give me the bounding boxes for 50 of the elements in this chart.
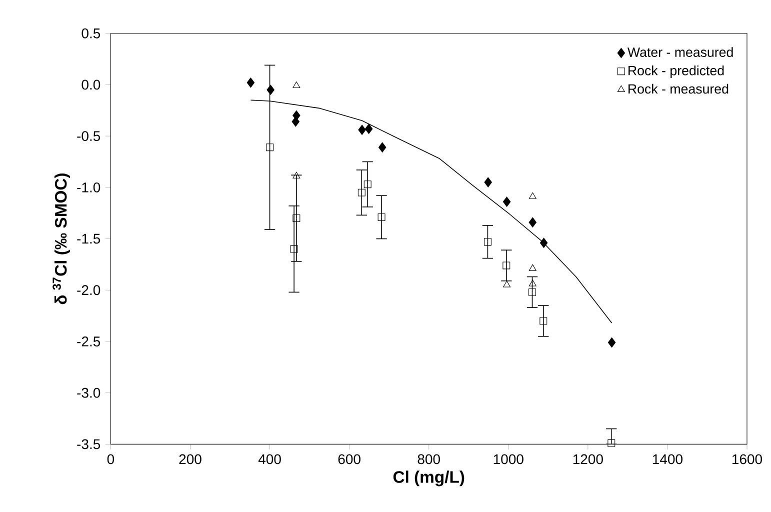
- x-tick-label: 200: [179, 454, 202, 464]
- x-tick-label: 1400: [652, 454, 682, 464]
- point: [528, 264, 536, 271]
- point: [502, 196, 511, 207]
- point: [364, 124, 373, 134]
- x-tick-label: 400: [258, 454, 281, 464]
- point: [528, 280, 536, 286]
- x-tick-label: 1000: [494, 454, 524, 464]
- point: [358, 124, 366, 135]
- y-tick-label: -2.5: [77, 336, 100, 346]
- point: [290, 245, 298, 253]
- point: [608, 337, 616, 348]
- point: [528, 288, 536, 296]
- x-axis-title: Cl (mg/L): [393, 470, 464, 486]
- point: [528, 192, 536, 199]
- y-tick-label: -1.0: [77, 182, 100, 192]
- point: [484, 238, 492, 246]
- point: [292, 81, 300, 88]
- x-tick-label: 1600: [732, 454, 762, 464]
- legend-label: Water - measured: [628, 47, 733, 57]
- point: [292, 172, 300, 178]
- x-tick-label: 600: [338, 454, 360, 464]
- y-tick-label: 0.5: [82, 28, 100, 38]
- x-tick-label: 1200: [573, 454, 603, 464]
- y-tick-label: -2.0: [77, 285, 100, 295]
- point: [292, 214, 300, 222]
- point: [608, 439, 616, 447]
- y-tick-label: -1.5: [77, 234, 100, 244]
- y-tick-label: 0.0: [82, 80, 100, 90]
- point: [358, 188, 366, 196]
- x-tick-label: 0: [107, 454, 114, 464]
- point: [484, 177, 492, 188]
- point: [540, 238, 548, 248]
- x-tick-label: 800: [418, 454, 440, 464]
- point: [528, 217, 537, 228]
- y-tick-label: -0.5: [77, 131, 100, 141]
- y-tick-label: -3.0: [77, 388, 100, 398]
- point: [292, 116, 300, 127]
- point: [378, 213, 386, 221]
- point: [378, 142, 386, 152]
- point: [540, 317, 548, 325]
- point: [266, 144, 274, 151]
- point: [246, 77, 255, 88]
- legend-label: Rock - predicted: [628, 65, 724, 78]
- y-tick-label: -3.5: [77, 439, 100, 450]
- point: [502, 262, 510, 270]
- legend-label: Rock - measured: [628, 84, 728, 94]
- point: [364, 180, 372, 188]
- y-axis-title: δ $^{37}$Cl (‰ SMOC): [52, 173, 70, 304]
- point: [266, 84, 274, 95]
